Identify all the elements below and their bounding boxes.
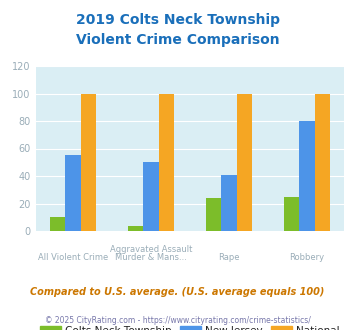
Text: 2019 Colts Neck Township
Violent Crime Comparison: 2019 Colts Neck Township Violent Crime C… <box>76 13 279 47</box>
Bar <box>284 197 299 231</box>
Text: Compared to U.S. average. (U.S. average equals 100): Compared to U.S. average. (U.S. average … <box>30 287 325 297</box>
Bar <box>127 225 143 231</box>
Text: © 2025 CityRating.com - https://www.cityrating.com/crime-statistics/: © 2025 CityRating.com - https://www.city… <box>45 316 310 325</box>
Bar <box>50 217 65 231</box>
Bar <box>65 155 81 231</box>
Bar <box>315 93 330 231</box>
Bar <box>159 93 174 231</box>
Bar <box>206 198 221 231</box>
Bar <box>237 93 252 231</box>
Bar <box>221 175 237 231</box>
Text: Robbery: Robbery <box>289 253 324 262</box>
Text: Aggravated Assault: Aggravated Assault <box>110 245 192 254</box>
Text: All Violent Crime: All Violent Crime <box>38 253 108 262</box>
Bar <box>143 162 159 231</box>
Bar <box>81 93 96 231</box>
Legend: Colts Neck Township, New Jersey, National: Colts Neck Township, New Jersey, Nationa… <box>36 322 344 330</box>
Text: Murder & Mans...: Murder & Mans... <box>115 253 187 262</box>
Text: Rape: Rape <box>218 253 240 262</box>
Bar <box>299 121 315 231</box>
